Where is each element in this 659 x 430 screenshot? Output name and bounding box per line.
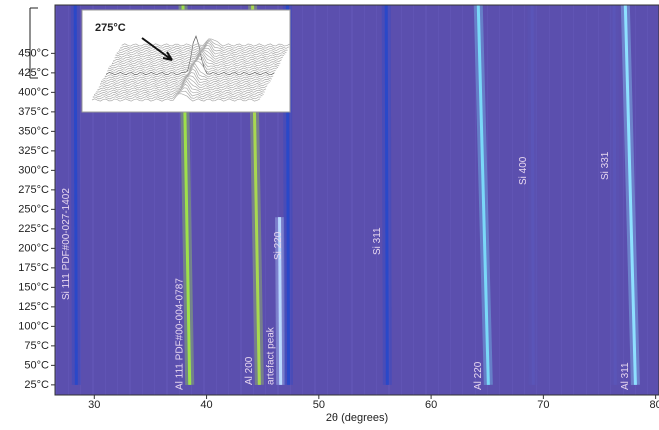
texture [450, 5, 451, 395]
peak-label: Al 111 PDF#00-004-0787 [174, 278, 185, 390]
texture [413, 5, 414, 395]
texture [376, 5, 377, 395]
texture [302, 5, 303, 395]
peak-label: Al 200 [244, 356, 255, 385]
texture [314, 5, 315, 395]
peak-label: Al 311 [620, 362, 631, 390]
y-tick-label: 175°C [18, 262, 49, 274]
texture [339, 5, 340, 395]
peak-label: Si 331 [600, 151, 611, 180]
texture [512, 5, 513, 395]
texture [327, 5, 328, 395]
peak-line [386, 5, 387, 385]
y-tick-label: 100°C [18, 320, 49, 332]
x-tick-label: 30 [88, 399, 100, 411]
y-tick-label: 350°C [18, 125, 49, 137]
texture [315, 5, 316, 395]
x-tick-label: 50 [313, 399, 325, 411]
y-tick-label: 200°C [18, 242, 49, 254]
x-tick-label: 70 [537, 399, 549, 411]
y-tick-label: 50°C [24, 359, 49, 371]
y-tick-label: 250°C [18, 203, 49, 215]
peak-label: Si 400 [518, 156, 529, 185]
texture [438, 5, 439, 395]
y-tick-label: 325°C [18, 145, 49, 157]
y-tick-label: 225°C [18, 223, 49, 235]
x-tick-label: 80 [650, 399, 659, 411]
peak-label: Si 220 [273, 231, 284, 260]
x-axis-label: 2θ (degrees) [326, 412, 388, 424]
y-tick-label: 400°C [18, 86, 49, 98]
x-tick-label: 40 [200, 399, 212, 411]
peak-line [532, 5, 533, 385]
texture [401, 5, 402, 395]
texture [425, 5, 426, 395]
texture [573, 5, 574, 395]
texture [56, 5, 57, 395]
y-tick-label: 375°C [18, 106, 49, 118]
texture [647, 5, 648, 395]
texture [499, 5, 500, 395]
peak-label: Al 220 [473, 361, 484, 390]
x-tick-label: 60 [425, 399, 437, 411]
texture [586, 5, 587, 395]
texture [364, 5, 365, 395]
y-tick-label: 150°C [18, 281, 49, 293]
texture [426, 5, 427, 395]
inset: 275°C [82, 10, 290, 112]
texture [561, 5, 562, 395]
texture [351, 5, 352, 395]
y-tick-label: 450°C [18, 47, 49, 59]
texture [549, 5, 550, 395]
chart: 2θ (degrees) Si 111 PDF#00-027-1402 Al 11… [0, 0, 659, 430]
y-tick-label: 75°C [24, 340, 49, 352]
inset-label: 275°C [95, 22, 126, 34]
y-tick-label: 275°C [18, 184, 49, 196]
texture [462, 5, 463, 395]
texture [524, 5, 525, 395]
texture [352, 5, 353, 395]
peak-label: Si 311 [372, 227, 383, 255]
y-tick-label: 300°C [18, 164, 49, 176]
peak-label: artefact peak [265, 326, 276, 385]
y-tick-label: 125°C [18, 301, 49, 313]
peak-line [614, 5, 615, 385]
y-tick-label: 425°C [18, 67, 49, 79]
peak-label: Si 111 PDF#00-027-1402 [61, 188, 72, 300]
y-tick-label: 25°C [24, 379, 49, 391]
texture [598, 5, 599, 395]
peak-line [75, 5, 76, 385]
